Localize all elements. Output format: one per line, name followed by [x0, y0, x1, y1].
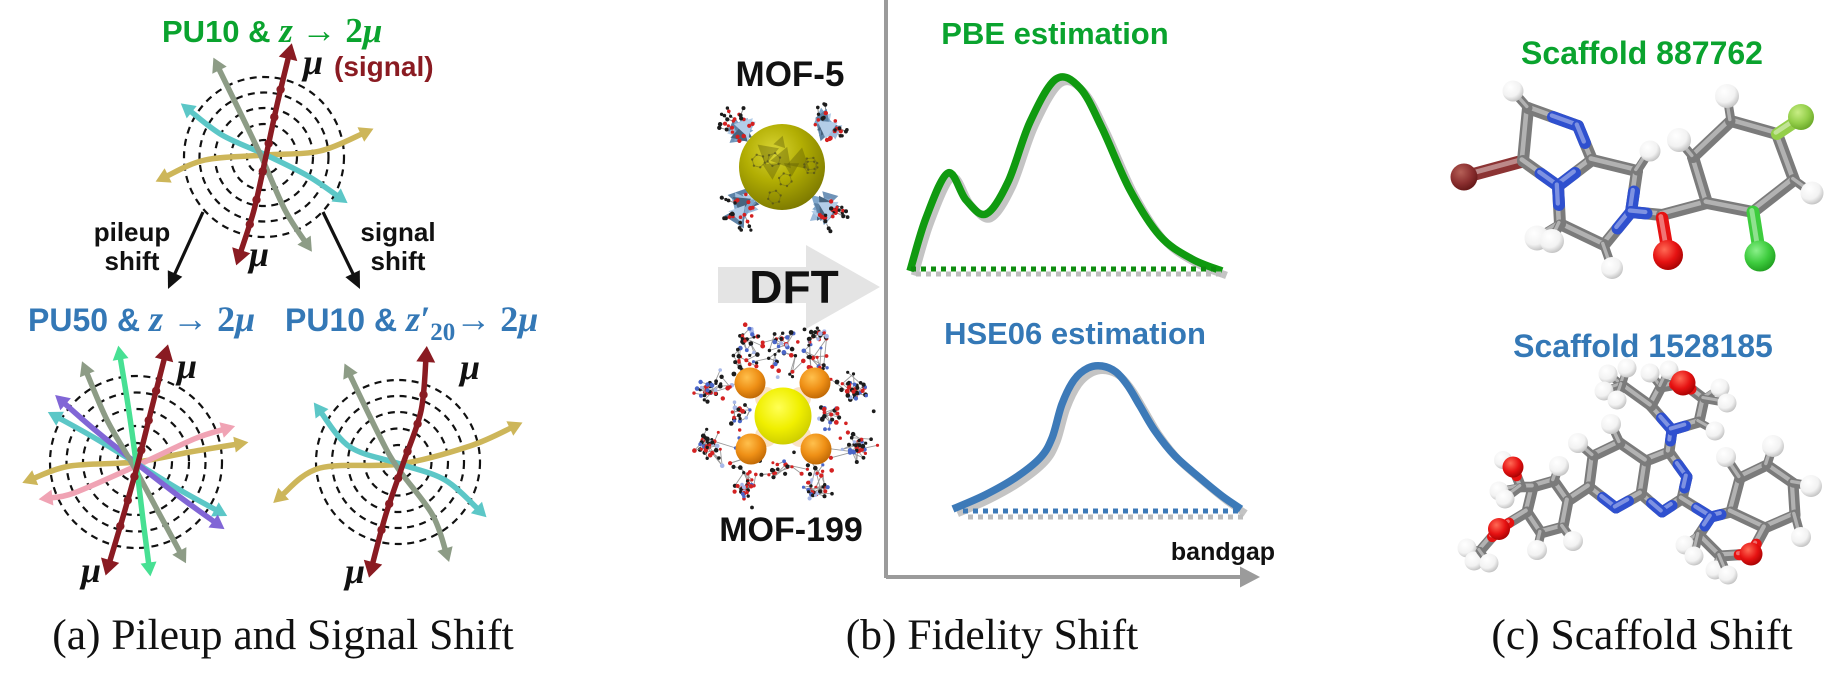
- svg-text:(c) Scaffold Shift: (c) Scaffold Shift: [1491, 611, 1792, 659]
- svg-text:DFT: DFT: [749, 261, 838, 313]
- svg-text:Scaffold 1528185: Scaffold 1528185: [1513, 328, 1773, 364]
- svg-text:bandgap: bandgap: [1171, 538, 1275, 566]
- svg-text:MOF-5: MOF-5: [736, 55, 845, 94]
- svg-text:(a) Pileup and Signal Shift: (a) Pileup and Signal Shift: [52, 611, 514, 659]
- svg-text:PU50 & z → 2μ: PU50 & z → 2μ: [28, 299, 255, 339]
- svg-text:HSE06 estimation: HSE06 estimation: [944, 316, 1206, 351]
- svg-text:(b) Fidelity Shift: (b) Fidelity Shift: [846, 611, 1138, 659]
- svg-text:PBE estimation: PBE estimation: [941, 16, 1168, 51]
- svg-text:μ: μ: [79, 550, 101, 590]
- svg-text:μ: μ: [175, 346, 197, 386]
- svg-text:(signal): (signal): [334, 51, 434, 82]
- svg-text:shift: shift: [105, 246, 160, 276]
- svg-text:μ: μ: [343, 551, 365, 591]
- svg-text:PU10 & z′20→ 2μ: PU10 & z′20→ 2μ: [285, 299, 538, 346]
- svg-text:signal: signal: [360, 217, 435, 247]
- svg-text:μ: μ: [247, 234, 269, 274]
- svg-text:Scaffold 887762: Scaffold 887762: [1521, 35, 1763, 71]
- svg-text:pileup: pileup: [94, 217, 171, 247]
- svg-text:MOF-199: MOF-199: [719, 511, 863, 549]
- svg-text:shift: shift: [371, 246, 426, 276]
- svg-text:μ: μ: [301, 42, 323, 82]
- svg-text:μ: μ: [458, 347, 480, 387]
- svg-text:PU10 & z → 2μ: PU10 & z → 2μ: [162, 11, 382, 50]
